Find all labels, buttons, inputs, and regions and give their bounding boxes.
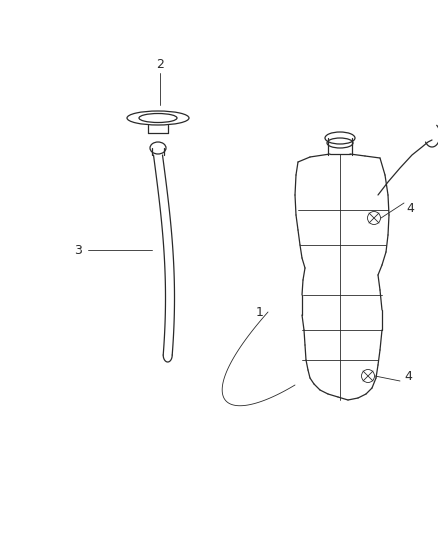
Text: 4: 4	[406, 201, 414, 214]
Text: 4: 4	[404, 369, 412, 383]
Text: 2: 2	[156, 59, 164, 71]
Text: 3: 3	[74, 244, 82, 256]
Text: 1: 1	[256, 305, 264, 319]
